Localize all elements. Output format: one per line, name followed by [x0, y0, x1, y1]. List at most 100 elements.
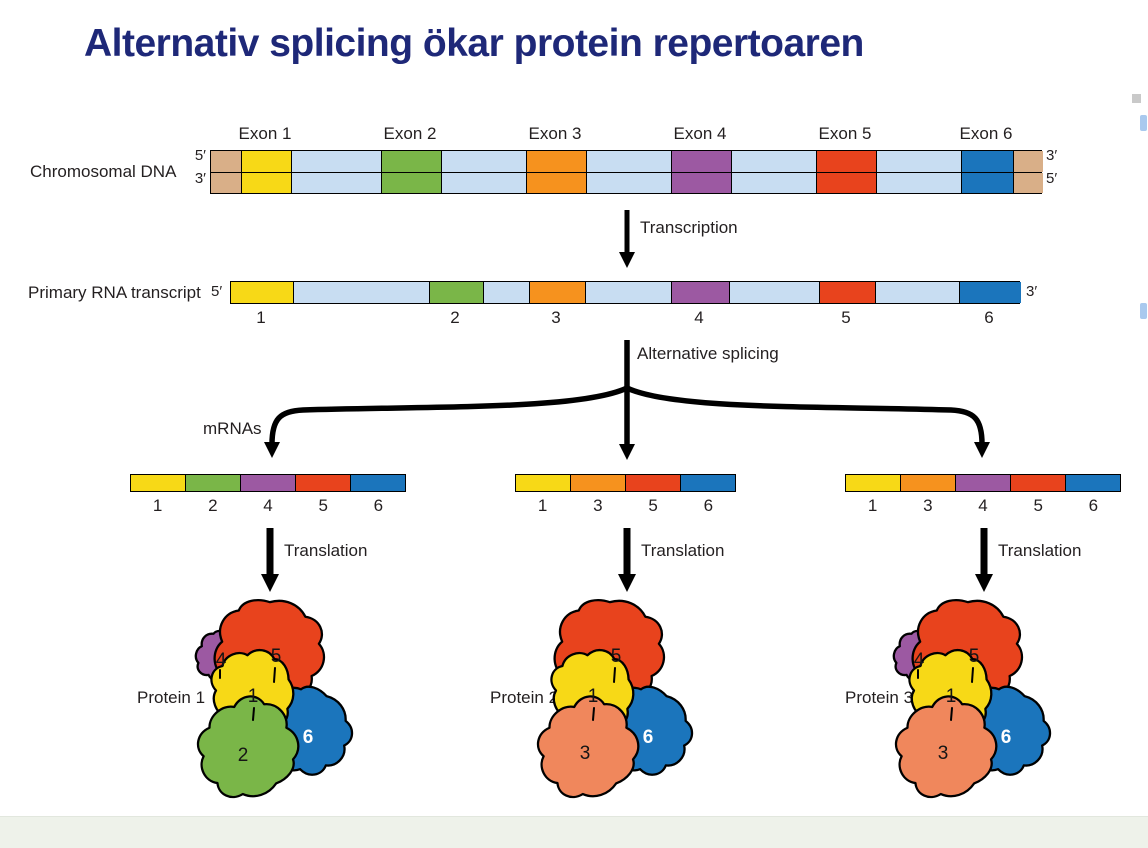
mrna-exon-segment [900, 475, 955, 491]
mrna-exon-segment [680, 475, 735, 491]
subunit-number: 6 [1001, 727, 1012, 748]
subunit-number: 1 [946, 686, 957, 707]
mrna-exon-number: 4 [263, 496, 273, 515]
intron-segment [293, 282, 429, 303]
transcript-exon-number: 3 [551, 308, 561, 327]
intron-segment [291, 172, 381, 193]
dna-5prime-top-left: 5′ [194, 147, 206, 164]
intron-segment [876, 172, 961, 193]
subunit-number: 6 [303, 727, 314, 748]
transcript-5prime: 5′ [211, 283, 223, 300]
protein-2-figure: 5 1 3 6 [530, 598, 705, 813]
chromosomal-dna-label: Chromosomal DNA [30, 162, 177, 181]
exon1-segment [231, 282, 293, 303]
mrna-exon-segment [516, 475, 570, 491]
intron-segment [585, 282, 671, 303]
intron-segment [441, 151, 526, 172]
intron-segment [876, 151, 961, 172]
subunit-number: 4 [216, 650, 227, 671]
subunit-number: 6 [643, 727, 654, 748]
dna-5prime-bottom-right: 5′ [1046, 170, 1058, 187]
exon2-segment [429, 282, 483, 303]
transcription-arrow [619, 210, 635, 268]
mrna-exon-number: 5 [318, 496, 328, 515]
exon4-segment [671, 172, 731, 193]
subunit-number: 5 [271, 646, 282, 667]
protein-3-label: Protein 3 [845, 688, 914, 707]
mrna-exon-segment [1065, 475, 1120, 491]
mrna-exon-number: 4 [978, 496, 988, 515]
transcript-3prime: 3′ [1026, 283, 1038, 300]
transcription-label: Transcription [640, 218, 738, 237]
mrna-exon-segment [131, 475, 185, 491]
dna-end-cap [211, 151, 241, 172]
mrna-exon-number: 6 [373, 496, 384, 515]
primary-transcript-label: Primary RNA transcript [28, 283, 201, 302]
scrollbar-mark[interactable] [1140, 303, 1147, 319]
mrna-exon-segment [1010, 475, 1065, 491]
transcript-exon-number: 2 [450, 308, 460, 327]
protein-3-figure: 4 5 1 3 6 [888, 598, 1063, 813]
mrna-exon-segment [185, 475, 240, 491]
mrna-exon-number: 3 [593, 496, 603, 515]
subunit-number: 3 [938, 743, 949, 764]
exon2-segment [381, 151, 441, 172]
subunit-number: 3 [580, 743, 591, 764]
mrna-exon-segment [570, 475, 625, 491]
exon3-segment [529, 282, 585, 303]
crease-mark [613, 667, 616, 683]
exon5-label: Exon 5 [818, 124, 872, 143]
dna-3prime-bottom-left: 3′ [194, 170, 206, 187]
subunit-number: 2 [238, 745, 249, 766]
mrna-exon-number: 1 [152, 496, 163, 515]
exon3-segment [526, 172, 586, 193]
mrna-exon-number: 1 [537, 496, 548, 515]
dna-end-cap [1013, 172, 1043, 193]
mrna-exon-number: 6 [1088, 496, 1099, 515]
alternative-splicing-label: Alternative splicing [637, 344, 779, 363]
translation-arrow-3 [975, 528, 993, 592]
mrna-exon-segment [955, 475, 1010, 491]
chromosomal-dna-bar [210, 150, 1043, 194]
transcript-exon-number: 1 [256, 308, 266, 327]
intron-segment [441, 172, 526, 193]
intron-segment [586, 172, 671, 193]
translation-arrow-1 [261, 528, 279, 592]
dna-end-cap [211, 172, 241, 193]
mrna-3-numbers: 1 3 4 5 6 [845, 496, 1121, 516]
translation-label-3: Translation [998, 541, 1082, 560]
subunit-number: 5 [969, 646, 980, 667]
transcript-exon-number: 6 [984, 308, 994, 327]
alternative-splicing-branch [264, 340, 990, 460]
exon1-segment [241, 151, 291, 172]
exon6-segment [961, 172, 1013, 193]
exon4-label: Exon 4 [673, 124, 727, 143]
slide-title: Alternativ splicing ökar protein reperto… [84, 22, 864, 65]
mrna-exon-segment [846, 475, 900, 491]
protein-1-figure: 4 5 1 2 6 [190, 598, 365, 813]
exon4-segment [671, 282, 729, 303]
transcript-exon-number: 4 [694, 308, 704, 327]
scrollbar-mark[interactable] [1140, 115, 1147, 131]
exon5-segment [816, 151, 876, 172]
protein-2-label: Protein 2 [490, 688, 559, 707]
translation-label-1: Translation [284, 541, 368, 560]
exon2-label: Exon 2 [383, 124, 437, 143]
bottom-strip [0, 816, 1148, 848]
mrna-exon-number: 2 [208, 496, 218, 515]
exon5-segment [819, 282, 875, 303]
mrna-exon-number: 6 [703, 496, 714, 515]
intron-segment [291, 151, 381, 172]
mrna-1-bar [130, 474, 406, 492]
subunit-number: 5 [611, 646, 622, 667]
mrna-3-bar [845, 474, 1121, 492]
mrna-exon-segment [350, 475, 405, 491]
mrna-exon-number: 1 [867, 496, 878, 515]
mrna-1-numbers: 1 2 4 5 6 [130, 496, 406, 516]
subunit-number: 1 [248, 686, 259, 707]
subunit-number: 1 [588, 686, 599, 707]
translation-arrow-2 [618, 528, 636, 592]
dna-end-cap [1013, 151, 1043, 172]
exon6-segment [959, 282, 1021, 303]
